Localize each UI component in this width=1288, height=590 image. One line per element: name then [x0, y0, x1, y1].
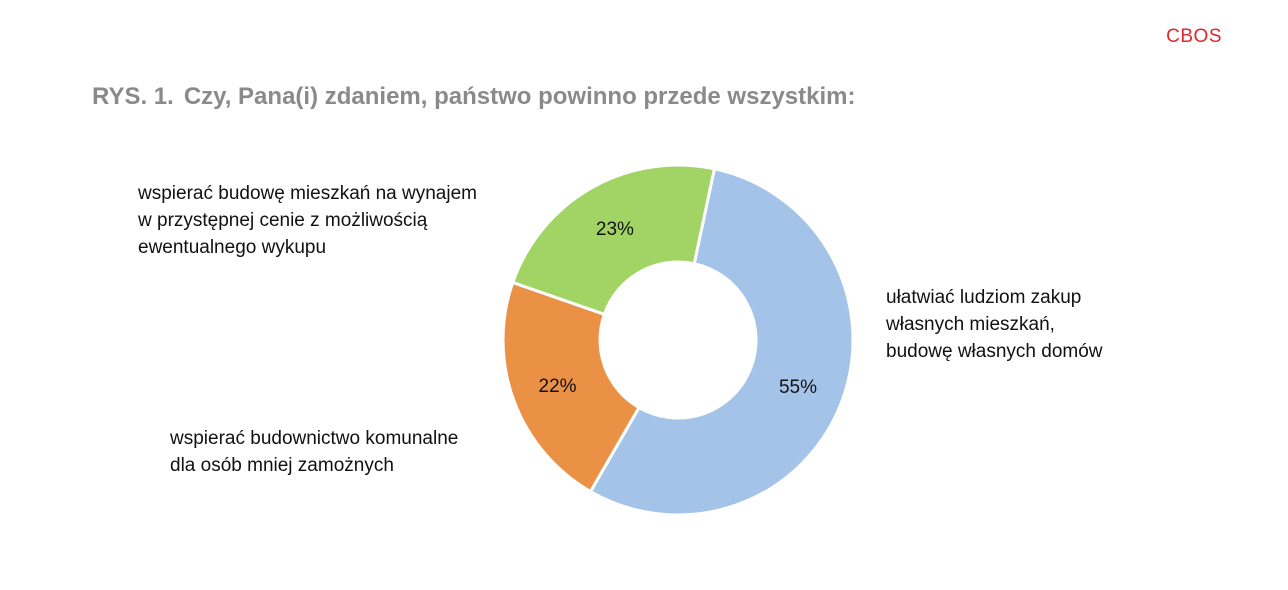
slice-buy-own: [588, 167, 855, 517]
category-label-buy-own: ułatwiać ludziom zakup własnych mieszkań…: [886, 287, 1103, 362]
chart-title-text: Czy, Pana(i) zdaniem, państwo powinno pr…: [183, 83, 856, 110]
slice-rental: [510, 163, 717, 317]
category-label-rental: wspierać budowę mieszkań na wynajem w pr…: [138, 183, 477, 258]
slice-communal-value-label: 22%: [539, 376, 577, 397]
figure-label: RYS. 1.: [92, 83, 174, 110]
category-label-communal: wspierać budownictwo komunalne dla osób …: [170, 428, 459, 476]
chart-title: RYS. 1. Czy, Pana(i) zdaniem, państwo pow…: [92, 83, 855, 111]
brand-logo-text: CBOS: [1166, 26, 1222, 47]
slice-buy-own-value-label: 55%: [779, 377, 817, 398]
slice-rental-value-label: 23%: [596, 219, 634, 240]
slice-communal: [501, 280, 642, 494]
